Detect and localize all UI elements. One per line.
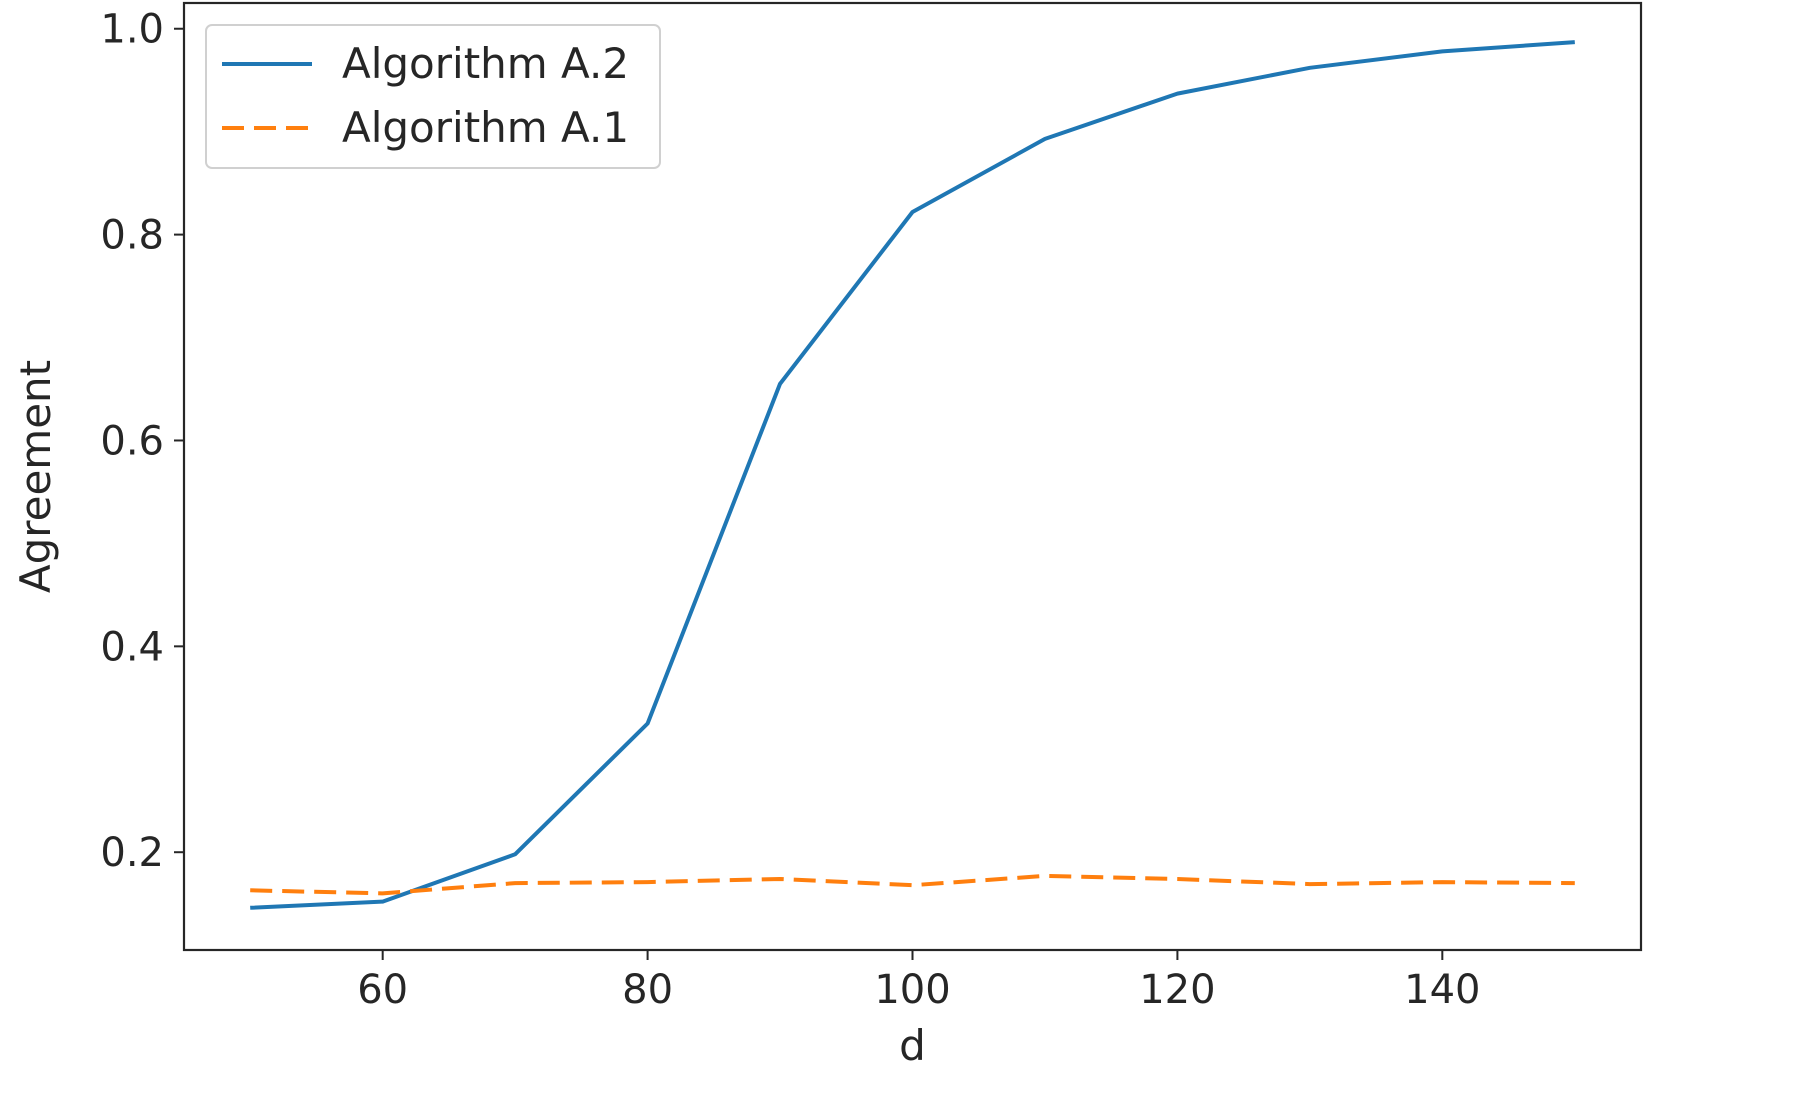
legend-box — [205, 24, 661, 169]
x-tick-label: 140 — [1404, 967, 1480, 1013]
series-line-2 — [250, 873, 1575, 896]
y-axis-ticks: 0.2 0.4 0.6 0.8 1.0 — [100, 7, 184, 876]
y-tick-label: 0.8 — [100, 213, 164, 259]
y-tick-label: 0.6 — [100, 418, 164, 464]
series-line-1 — [250, 40, 1575, 910]
y-tick-label: 1.0 — [100, 7, 164, 53]
legend-label-2: Algorithm A.1 — [342, 103, 629, 152]
y-tick-label: 0.4 — [100, 624, 164, 670]
y-tick-label: 0.2 — [100, 830, 164, 876]
x-axis-label: d — [899, 1021, 926, 1070]
legend-entries: Algorithm A.2 Algorithm A.1 — [222, 39, 629, 152]
legend-label-1: Algorithm A.2 — [342, 39, 629, 88]
plot-area-frame — [182, 1, 1643, 952]
series-layer — [250, 40, 1575, 910]
x-axis-ticks: 60 80 100 120 140 — [357, 950, 1480, 1013]
y-axis-label: Agreement — [11, 360, 60, 593]
x-tick-label: 60 — [357, 967, 408, 1013]
x-tick-label: 120 — [1139, 967, 1215, 1013]
x-tick-label: 100 — [874, 967, 950, 1013]
legend: Algorithm A.2 Algorithm A.1 — [205, 24, 661, 169]
x-tick-label: 80 — [622, 967, 673, 1013]
